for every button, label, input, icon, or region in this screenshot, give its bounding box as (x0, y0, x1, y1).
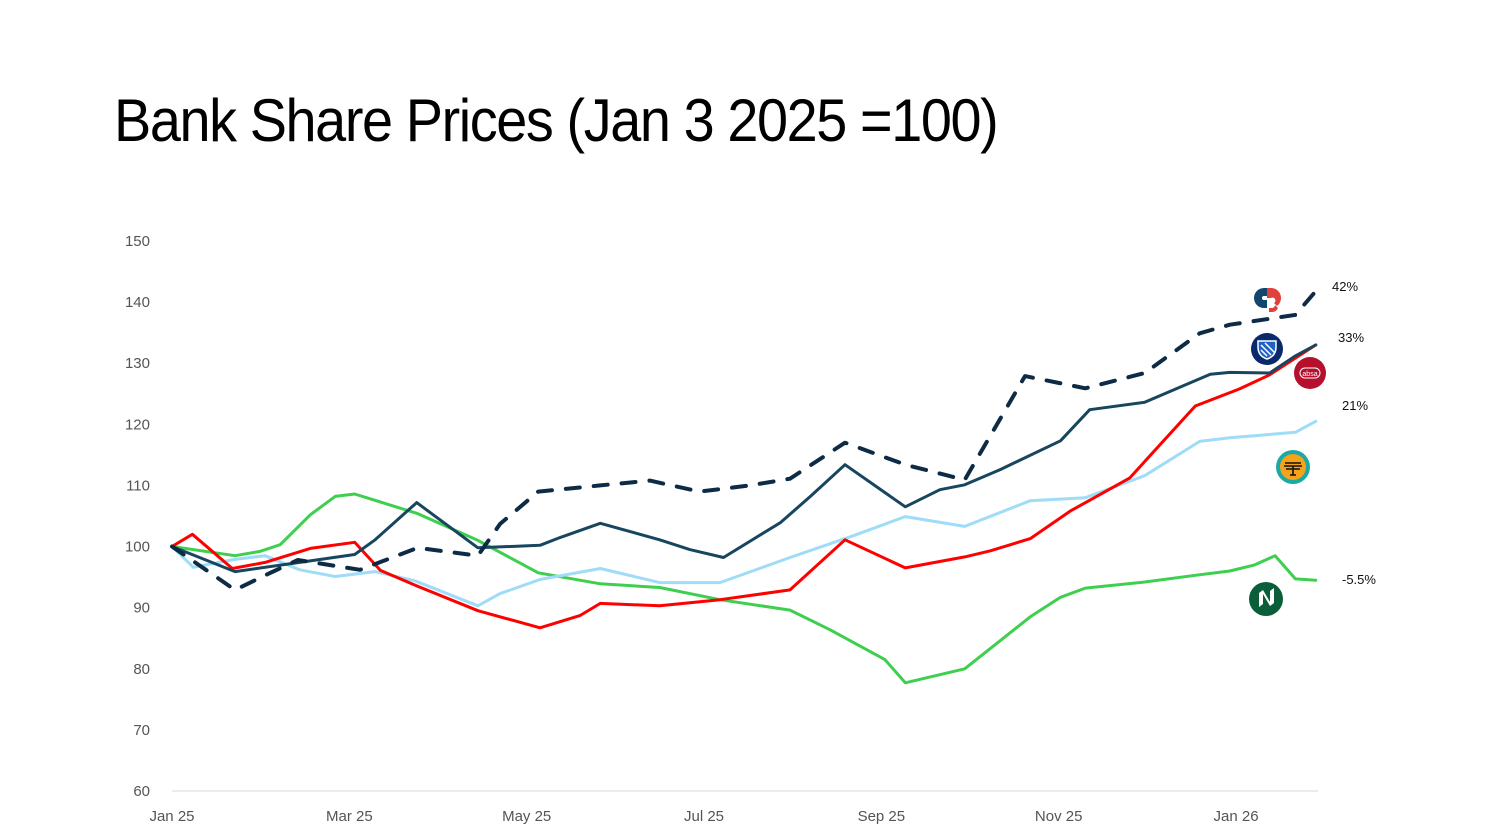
y-tick-label: 120 (125, 416, 150, 433)
series-line-absa (170, 343, 1318, 630)
x-tick-label: Jul 25 (684, 808, 724, 825)
fnb-logo-icon (1276, 450, 1310, 484)
y-tick-label: 140 (125, 294, 150, 311)
y-tick-label: 110 (126, 477, 150, 494)
svg-text:absa: absa (1302, 371, 1317, 378)
standard-bank-logo-icon (1251, 333, 1283, 365)
y-tick-label: 130 (125, 355, 150, 372)
chart-title: Bank Share Prices (Jan 3 2025 =100) (114, 87, 999, 154)
x-tick-label: Nov 25 (1035, 808, 1083, 825)
end-labels: 42% 33% 21% -5.5% (1332, 279, 1376, 587)
x-tick-label: Mar 25 (326, 808, 373, 825)
series-line-fnb (170, 419, 1318, 608)
y-tick-label: 70 (133, 722, 150, 739)
y-tick-label: 100 (125, 539, 150, 556)
end-label: -5.5% (1342, 572, 1376, 587)
x-tick-label: May 25 (502, 808, 551, 825)
bank-logos: absa (1249, 288, 1326, 616)
x-tick-label: Jan 25 (149, 808, 194, 825)
series-lines (170, 289, 1318, 685)
y-tick-label: 80 (133, 661, 150, 678)
capitec-logo-icon (1254, 288, 1282, 313)
x-tick-label: Jan 26 (1214, 808, 1259, 825)
y-tick-label: 150 (125, 233, 150, 250)
axes: 60 70 80 90 100 110 120 130 140 150 Jan 25 Mar 25 Ma… (125, 233, 1318, 825)
y-tick-label: 60 (133, 783, 150, 800)
nedbank-logo-icon (1249, 582, 1283, 616)
series-line-capitec (170, 289, 1318, 592)
series-line-standard-bank (170, 343, 1318, 574)
x-tick-label: Sep 25 (858, 808, 906, 825)
y-tick-label: 90 (133, 600, 150, 617)
absa-logo-icon: absa (1294, 357, 1326, 389)
end-label: 33% (1338, 330, 1364, 345)
end-label: 21% (1342, 398, 1368, 413)
end-label: 42% (1332, 279, 1358, 294)
series-line-nedbank (170, 492, 1318, 685)
